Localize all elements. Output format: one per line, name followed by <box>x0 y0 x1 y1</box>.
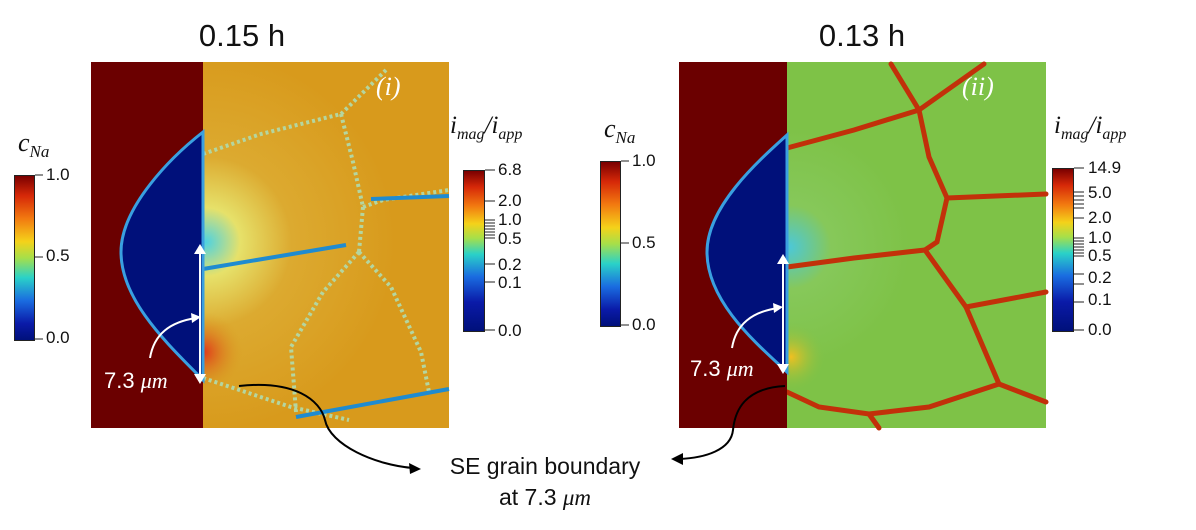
cna-tickmarks-ii <box>621 160 629 326</box>
imag-tick-i-0: 6.8 <box>498 160 522 179</box>
imag-tick-ii-5: 0.2 <box>1088 268 1112 287</box>
imag-tick-ii-1: 5.0 <box>1088 183 1112 202</box>
imag-tickmarks-ii <box>1074 167 1084 331</box>
imag-tick-ii-4: 0.5 <box>1088 246 1112 265</box>
panel-i-title: 0.15 h <box>198 18 286 53</box>
annotation-arrow-left <box>238 383 421 474</box>
annotation-arrow-right <box>671 385 786 465</box>
imag-label-i: imag/iapp <box>450 112 523 143</box>
cna-tick-ii-1: 0.5 <box>632 233 656 252</box>
imag-tick-ii-3: 1.0 <box>1088 228 1112 247</box>
imag-tick-i-2: 1.0 <box>498 210 522 229</box>
sodium-dendrite <box>119 128 205 384</box>
curved-arrow-i <box>149 313 201 359</box>
cna-tick-ii-2: 0.0 <box>632 315 656 334</box>
grain-boundaries <box>202 68 450 422</box>
imag-tick-i-3: 0.5 <box>498 229 522 248</box>
panel-i-image <box>91 62 450 428</box>
imag-tickmarks-i <box>485 169 495 331</box>
imag-tick-ii-0: 14.9 <box>1088 158 1122 177</box>
panel-i-tag: (i) <box>376 72 401 101</box>
sodium-dendrite <box>705 131 789 376</box>
imag-tick-i-5: 0.1 <box>498 273 522 292</box>
imag-tick-ii-6: 0.1 <box>1088 290 1112 309</box>
imag-tick-i-6: 0.0 <box>498 321 522 340</box>
panel-ii-image <box>679 61 1049 431</box>
cna-colorbar-i <box>14 175 35 341</box>
length-label-ii: 7.3 μm <box>690 356 754 381</box>
imag-tick-ii-7: 0.0 <box>1088 320 1112 339</box>
annotation-line2: at 7.3 μm <box>498 484 592 510</box>
cna-colorbar-ii <box>600 161 621 327</box>
length-arrow-ii <box>777 254 789 374</box>
annotation-line1: SE grain boundary <box>449 453 641 479</box>
imag-colorbar-ii <box>1052 168 1074 332</box>
imag-tick-i-4: 0.2 <box>498 255 522 274</box>
cna-tick-ii-0: 1.0 <box>632 151 656 170</box>
curved-arrow-ii <box>731 303 783 349</box>
cna-tick-i-0: 1.0 <box>46 165 70 184</box>
grain-boundaries <box>784 61 1049 431</box>
cna-label-ii: cNa <box>604 114 636 148</box>
length-label-i: 7.3 μm <box>104 368 168 393</box>
cna-label-i: cNa <box>18 128 50 162</box>
length-arrow-i <box>194 244 206 384</box>
cna-tick-i-2: 0.0 <box>46 328 70 347</box>
panel-ii-title: 0.13 h <box>818 18 906 53</box>
cna-tick-i-1: 0.5 <box>46 246 70 265</box>
panel-ii-tag: (ii) <box>962 72 994 101</box>
imag-tick-i-1: 2.0 <box>498 191 522 210</box>
annotation-text: SE grain boundary at 7.3 μm <box>420 451 670 513</box>
imag-tick-ii-2: 2.0 <box>1088 208 1112 227</box>
cna-tickmarks-i <box>35 174 43 340</box>
imag-label-ii: imag/iapp <box>1054 112 1127 143</box>
imag-colorbar-i <box>463 170 485 332</box>
